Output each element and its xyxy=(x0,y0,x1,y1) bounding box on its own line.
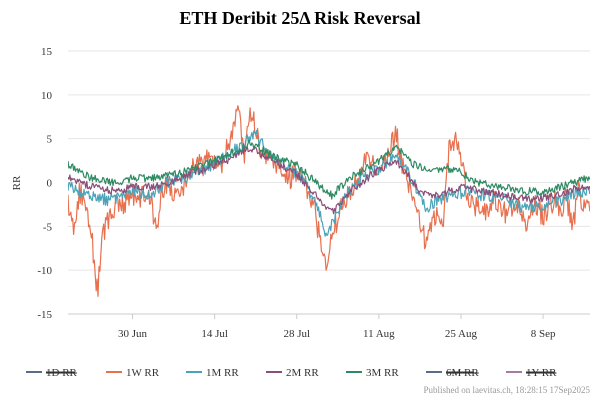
series-layer xyxy=(68,105,590,297)
chart-title: ETH Deribit 25Δ Risk Reversal xyxy=(179,8,420,28)
grid-layer xyxy=(68,50,590,315)
legend-item-3m-rr[interactable]: 3M RR xyxy=(346,367,399,379)
y-tick-label: -5 xyxy=(43,221,53,233)
x-tick-label: 25 Aug xyxy=(445,328,478,340)
x-tick-label: 30 Jun xyxy=(118,328,148,340)
legend-item-6m-rr[interactable]: 6M RR xyxy=(426,367,479,379)
legend-label: 3M RR xyxy=(366,367,399,379)
x-tick-label: 14 Jul xyxy=(201,328,228,340)
publisher-credit: Published on laevitas.ch, 18:28:15 17Sep… xyxy=(423,385,591,395)
series-line-1m-rr xyxy=(68,129,590,237)
legend: 1D RR 1W RR 1M RR 2M RR 3M RR 6M RR 1Y RR xyxy=(26,367,557,379)
series-line-2m-rr xyxy=(68,145,590,215)
legend-label: 6M RR xyxy=(446,367,479,379)
legend-item-1y-rr[interactable]: 1Y RR xyxy=(506,367,557,379)
y-tick-label: -10 xyxy=(37,265,52,277)
series-line-1w-rr xyxy=(68,105,590,297)
legend-label: 1D RR xyxy=(46,367,78,379)
y-tick-label: 5 xyxy=(47,134,53,146)
y-tick-label: 10 xyxy=(41,90,53,102)
legend-label: 2M RR xyxy=(286,367,319,379)
legend-label: 1Y RR xyxy=(526,367,557,379)
y-tick-label: 15 xyxy=(41,46,53,58)
x-tick-label: 8 Sep xyxy=(531,328,556,340)
y-axis-label: RR xyxy=(11,175,23,190)
legend-item-1d-rr[interactable]: 1D RR xyxy=(26,367,78,379)
x-tick-label: 11 Aug xyxy=(363,328,395,340)
y-tick-label: 0 xyxy=(47,178,53,190)
legend-item-1w-rr[interactable]: 1W RR xyxy=(106,367,160,379)
axis-layer: 15 10 5 0 -5 -10 -15 30 Jun 14 Jul 28 Jul 11 Aug 25… xyxy=(37,46,590,340)
legend-label: 1M RR xyxy=(206,367,239,379)
legend-item-2m-rr[interactable]: 2M RR xyxy=(266,367,319,379)
legend-item-1m-rr[interactable]: 1M RR xyxy=(186,367,239,379)
x-tick-label: 28 Jul xyxy=(283,328,310,340)
legend-label: 1W RR xyxy=(126,367,160,379)
series-line-3m-rr xyxy=(68,139,590,200)
y-tick-label: -15 xyxy=(37,309,52,321)
